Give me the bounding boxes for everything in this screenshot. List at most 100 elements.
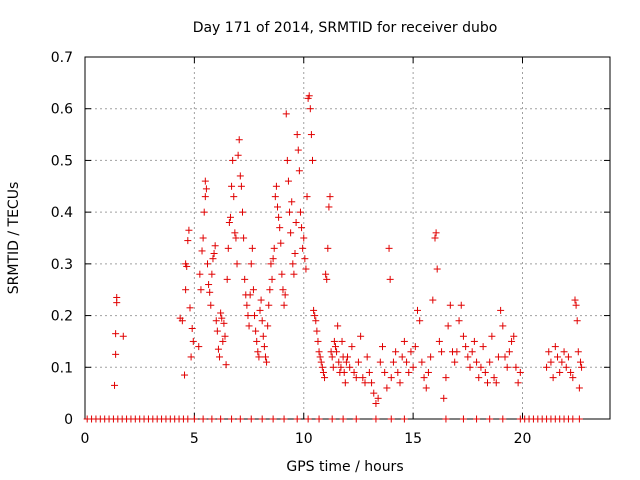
- data-point: [348, 343, 356, 351]
- data-point: [545, 348, 553, 356]
- data-point: [281, 291, 289, 299]
- data-point: [184, 415, 192, 423]
- data-point: [342, 358, 350, 366]
- data-point: [286, 208, 294, 216]
- data-point: [477, 363, 485, 371]
- data-point: [558, 358, 566, 366]
- data-point: [228, 415, 236, 423]
- data-point: [322, 270, 330, 278]
- data-point: [243, 301, 251, 309]
- data-point: [547, 358, 555, 366]
- data-point: [241, 275, 249, 283]
- data-point: [497, 306, 505, 314]
- data-point: [438, 348, 446, 356]
- data-point: [283, 156, 291, 164]
- data-point: [554, 353, 561, 361]
- data-point: [247, 415, 255, 423]
- x-tick-label: 0: [81, 431, 90, 447]
- data-point: [280, 415, 288, 423]
- data-point: [248, 244, 256, 252]
- data-point: [257, 296, 265, 304]
- data-point: [221, 332, 229, 340]
- data-point: [432, 229, 440, 237]
- data-point: [340, 368, 348, 376]
- data-point: [379, 343, 386, 351]
- data-point: [514, 379, 522, 387]
- data-point: [212, 317, 220, 325]
- data-point: [370, 389, 378, 397]
- y-tick-label: 0: [64, 412, 73, 428]
- data-point: [411, 343, 419, 351]
- data-point: [578, 363, 586, 371]
- data-point: [501, 353, 509, 361]
- chart-title: Day 171 of 2014, SRMTID for receiver dub…: [193, 20, 498, 36]
- data-point: [251, 312, 259, 320]
- data-point: [272, 182, 280, 190]
- data-point: [263, 358, 271, 366]
- data-point: [564, 353, 572, 361]
- data-point: [216, 353, 224, 361]
- data-point: [206, 288, 214, 296]
- data-point: [490, 374, 498, 382]
- data-point: [315, 348, 323, 356]
- data-point: [303, 193, 311, 201]
- data-point: [400, 337, 408, 345]
- data-point: [486, 358, 494, 366]
- data-point: [210, 250, 218, 258]
- data-point: [492, 379, 500, 387]
- data-point: [245, 322, 253, 330]
- data-point: [300, 234, 308, 242]
- data-point: [205, 281, 213, 289]
- data-point: [190, 415, 198, 423]
- data-point: [294, 146, 302, 154]
- data-point: [357, 332, 365, 340]
- data-point: [201, 193, 209, 201]
- data-point: [258, 317, 266, 325]
- data-point: [346, 363, 354, 371]
- data-point: [112, 350, 120, 358]
- data-point: [279, 286, 287, 294]
- data-point: [211, 242, 219, 250]
- data-point: [305, 92, 313, 100]
- data-point: [315, 415, 323, 423]
- data-point: [306, 105, 314, 113]
- data-point: [199, 234, 207, 242]
- data-point: [381, 368, 389, 376]
- data-point: [335, 358, 343, 366]
- data-point: [470, 337, 478, 345]
- data-point: [291, 250, 299, 258]
- data-point: [310, 306, 318, 314]
- data-point: [405, 368, 413, 376]
- data-point: [330, 337, 338, 345]
- data-point: [278, 270, 286, 278]
- data-point: [181, 371, 189, 379]
- data-point: [296, 208, 304, 216]
- x-tick-label: 15: [404, 431, 422, 447]
- data-point: [186, 304, 194, 312]
- data-point: [321, 374, 329, 382]
- data-point: [363, 353, 371, 361]
- data-point: [224, 244, 232, 252]
- data-point: [503, 363, 511, 371]
- data-point: [508, 337, 516, 345]
- data-point: [365, 368, 373, 376]
- data-point: [270, 244, 278, 252]
- data-point: [338, 337, 346, 345]
- data-point: [422, 384, 430, 392]
- data-point: [468, 348, 476, 356]
- y-tick-label: 0.1: [51, 360, 73, 376]
- data-point: [350, 368, 358, 376]
- data-point: [331, 343, 339, 351]
- data-point: [328, 415, 336, 423]
- data-point: [196, 270, 204, 278]
- data-point: [293, 415, 301, 423]
- data-point: [451, 358, 459, 366]
- data-point: [372, 415, 380, 423]
- data-point: [396, 379, 404, 387]
- data-point: [385, 244, 393, 252]
- data-point: [223, 275, 231, 283]
- data-point: [510, 332, 518, 340]
- data-point: [311, 312, 319, 320]
- data-point: [473, 415, 481, 423]
- data-point: [213, 327, 221, 335]
